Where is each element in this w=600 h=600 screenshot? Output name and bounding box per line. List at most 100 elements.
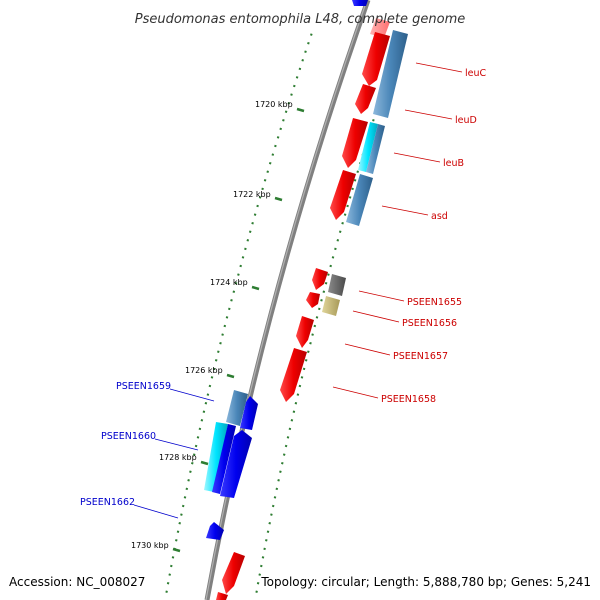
gene-label-leuC[interactable]: leuC [465,68,487,79]
minor-tick [239,264,242,268]
leader-line-PSEEN1656 [352,310,400,323]
gene-leuD-arrow[interactable] [355,84,376,114]
gene-PSEEN1655-arrow[interactable] [312,268,328,290]
minor-tick [206,393,210,396]
minor-tick [166,581,170,585]
minor-tick [292,410,296,413]
minor-tick [320,299,323,302]
minor-tick [322,290,326,293]
minor-tick [311,333,314,336]
minor-tick [260,564,263,568]
minor-tick [318,307,321,311]
gene-asd-homolog[interactable] [346,174,373,226]
gene-label-leuD[interactable]: leuD [455,115,477,126]
minor-tick [271,504,275,508]
gene-PSEEN1660-homolog[interactable] [212,424,236,494]
scale-label-1730: 1730 kbp [131,541,169,550]
gene-label-PSEEN1659[interactable]: PSEEN1659 [116,381,171,392]
minor-tick [298,384,302,388]
minor-tick [210,376,214,379]
minor-tick [309,341,312,345]
gene-PSEEN1657-arrow[interactable] [296,316,314,348]
gene-label-asd[interactable]: asd [431,211,448,222]
minor-tick [183,496,187,499]
minor-tick [230,299,233,302]
minor-tick [268,521,271,525]
leader-line-asd [381,205,429,216]
gene-asd-arrow[interactable] [330,170,356,220]
minor-tick [331,256,335,259]
minor-tick [263,179,267,182]
accession-label: Accession: NC_008027 [9,575,145,589]
gene-leuB-arrow[interactable] [342,118,368,168]
map-title: Pseudomonas entomophila L48, complete ge… [135,12,466,27]
minor-tick [234,281,238,285]
minor-tick [228,307,231,311]
gene-PSEEN1656-arrow[interactable] [306,292,320,308]
scale-label-1720: 1720 kbp [255,100,293,109]
gene-label-leuB[interactable]: leuB [443,158,464,169]
minor-tick [181,504,185,508]
gene-PSEEN1660-arrow[interactable] [220,430,252,498]
minor-tick [180,513,183,516]
minor-tick [268,161,272,165]
gene-PSEEN1656-homolog[interactable] [322,296,340,316]
scale-label-1724: 1724 kbp [210,278,248,287]
minor-tick [266,170,269,173]
gene-PSEEN1662-arrow[interactable] [206,522,224,540]
gene-PSEEN1658-arrow[interactable] [280,348,307,402]
minor-tick [327,273,330,276]
gene-label-PSEEN1657[interactable]: PSEEN1657 [393,351,448,362]
gene-label-PSEEN1658[interactable]: PSEEN1658 [381,394,436,405]
minor-tick [348,196,352,199]
gene-PSEEN1659-homolog[interactable] [226,390,248,426]
minor-tick [279,127,282,131]
minor-tick [338,230,342,233]
major-tick [226,373,235,379]
scale-label-1728: 1728 kbp [159,453,197,462]
gene-PSEEN1660-homolog[interactable] [204,422,228,492]
gene-leuB-homolog[interactable] [366,124,385,174]
minor-tick [175,539,178,542]
scale-labels: 1720 kbp 1722 kbp 1724 kbp 1726 kbp 1728… [131,100,305,553]
minor-tick [253,213,257,216]
gene-arrow[interactable] [222,552,245,594]
leader-line-PSEEN1658 [332,386,379,399]
minor-tick [329,264,332,268]
scale-label-1726: 1726 kbp [185,366,223,375]
minor-tick [171,556,175,559]
minor-tick [191,461,194,465]
minor-tick [258,573,261,576]
minor-tick [170,564,173,568]
gene-leuC-homolog[interactable] [373,30,408,118]
gene-labels: leuC leuD leuB asd PSEEN1655 PSEEN1656 P… [80,68,487,508]
minor-tick [276,136,280,139]
gene-leuB-homolog[interactable] [358,122,378,172]
gene-label-PSEEN1656[interactable]: PSEEN1656 [402,318,457,329]
gene-leuC-arrow[interactable] [362,32,390,86]
minor-tick [293,84,296,88]
minor-tick [346,204,349,208]
gene-arrow[interactable] [216,592,228,600]
minor-tick [265,539,268,542]
minor-tick [282,453,286,456]
gene-label-PSEEN1662[interactable]: PSEEN1662 [80,497,135,508]
leader-line-leuC [415,62,463,73]
leader-line-PSEEN1657 [344,343,391,356]
gene-label-PSEEN1660[interactable]: PSEEN1660 [101,431,156,442]
genome-backbone [204,0,371,600]
minor-tick [232,290,236,293]
gene-label-PSEEN1655[interactable]: PSEEN1655 [407,297,462,308]
genome-backbone-highlight [205,0,368,600]
scale-ticks [165,33,313,593]
minor-tick [302,367,306,371]
gene-arrow[interactable] [352,0,368,6]
major-tick [274,196,283,202]
gene-PSEEN1655-homolog[interactable] [328,274,346,296]
minor-tick [301,59,304,62]
minor-tick [223,324,227,328]
minor-tick [295,76,299,79]
gene-leader-lines [133,62,463,519]
minor-tick [176,530,180,533]
gene-PSEEN1659-arrow[interactable] [240,396,258,430]
